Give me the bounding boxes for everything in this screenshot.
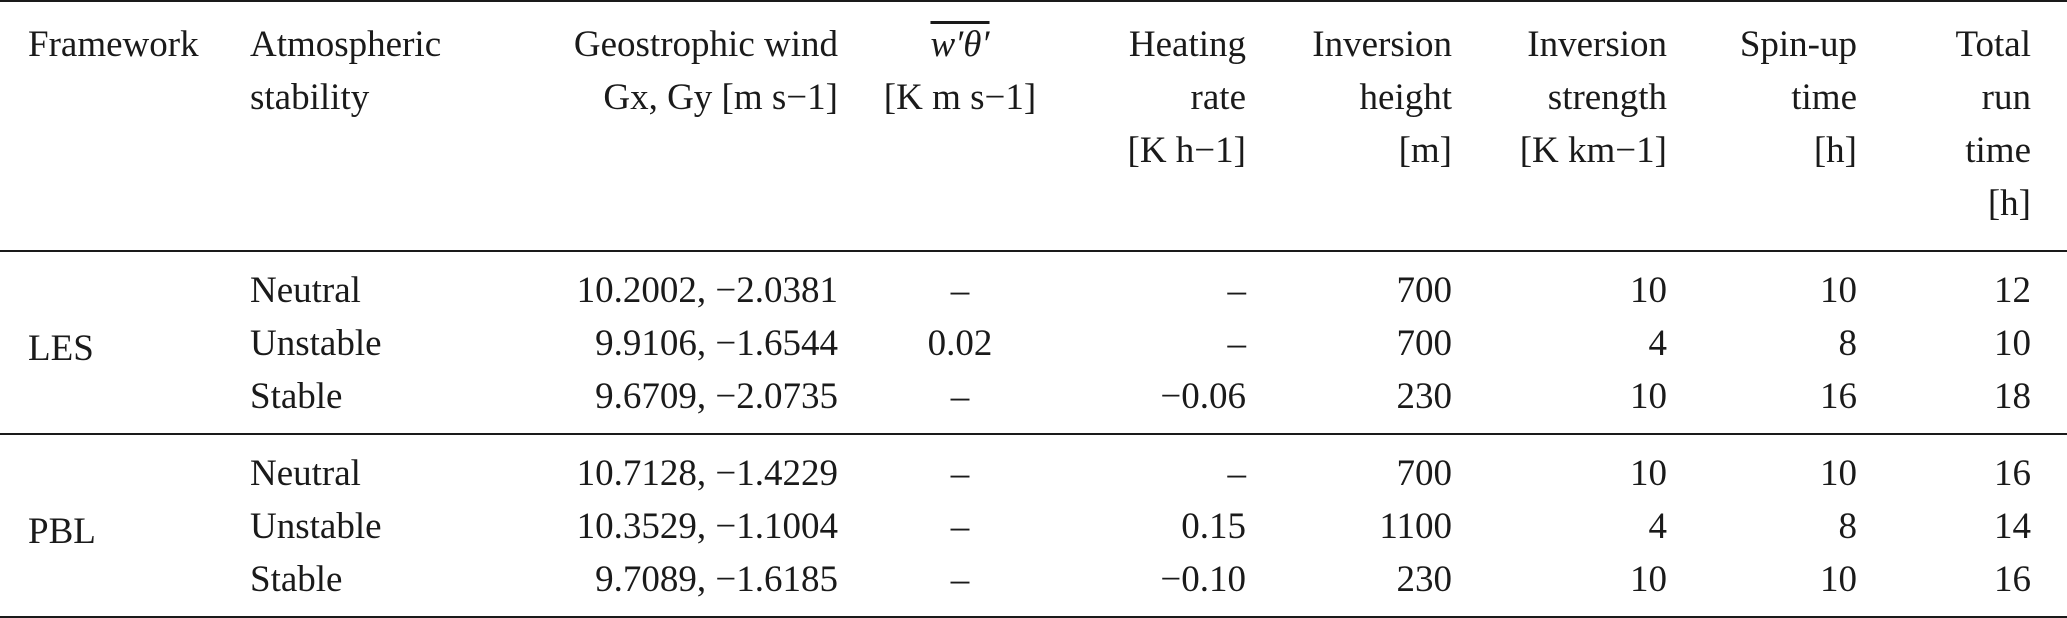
geostrophic-wind-cell: 10.7128, −1.4229: [576, 453, 838, 494]
header-inversion-height-line-3: [m]: [1398, 130, 1452, 171]
inversion-height-cell: 700: [1396, 453, 1453, 494]
geostrophic-wind-cell: 9.7089, −1.6185: [595, 559, 838, 600]
table-header: Framework Atmospheric stability Geostrop…: [0, 1, 2067, 251]
header-spinup-time-line-2: time: [1791, 77, 1857, 118]
header-inversion-height-line-1: Inversion: [1312, 24, 1452, 65]
header-total-run-time-line-1: Total: [1955, 24, 2032, 65]
total-run-time-cell: 16: [1994, 453, 2031, 494]
total-run-time-cell: 16: [1994, 559, 2031, 600]
framework-cell: LES: [28, 328, 94, 369]
header-total-run-time-line-4: [h]: [1987, 183, 2031, 224]
table-row: LES Neutral 10.2002, −2.0381 – – 700 10 …: [0, 251, 2067, 369]
header-framework: Framework: [0, 1, 250, 251]
header-heating-rate-line-2: rate: [1190, 77, 1246, 118]
total-run-time-cell: 10: [1994, 323, 2031, 364]
header-heat-flux-line-2: [K m s−1]: [883, 77, 1037, 118]
heating-rate-cell: –: [1227, 270, 1247, 311]
heat-flux-cell: –: [950, 453, 970, 494]
heat-flux-cell: –: [950, 506, 970, 547]
header-heat-flux-line-1: w′θ′: [930, 24, 990, 65]
group-pbl: PBL Neutral 10.7128, −1.4229 – – 700 10 …: [0, 434, 2067, 617]
spinup-time-cell: 8: [1838, 506, 1858, 547]
header-stability: Atmospheric stability: [250, 1, 490, 251]
heat-flux-cell: 0.02: [927, 323, 993, 364]
header-inversion-height-line-2: height: [1359, 77, 1452, 118]
heat-flux-cell: –: [950, 559, 970, 600]
header-spinup-time-line-1: Spin-up: [1739, 24, 1857, 65]
total-run-time-cell: 18: [1994, 376, 2031, 417]
geostrophic-wind-cell: 10.3529, −1.1004: [576, 506, 838, 547]
inversion-height-cell: 700: [1396, 323, 1453, 364]
framework-cell: PBL: [28, 511, 96, 552]
header-inversion-height: Inversion height [m]: [1270, 1, 1480, 251]
inversion-height-cell: 230: [1396, 559, 1453, 600]
header-inversion-strength: Inversion strength [K km−1]: [1480, 1, 1695, 251]
inversion-strength-cell: 10: [1630, 270, 1667, 311]
stability-cell: Unstable: [250, 323, 382, 364]
header-geostrophic-wind-line-2: Gx, Gy [m s−1]: [603, 77, 838, 118]
table-row: Unstable 9.9106, −1.6544 0.02 – 700 4 8 …: [0, 317, 2067, 370]
spinup-time-cell: 10: [1820, 559, 1857, 600]
header-total-run-time-line-3: time: [1965, 130, 2031, 171]
inversion-strength-cell: 10: [1630, 559, 1667, 600]
table-row: Unstable 10.3529, −1.1004 – 0.15 1100 4 …: [0, 500, 2067, 553]
header-heating-rate: Heating rate [K h−1]: [1060, 1, 1270, 251]
spinup-time-cell: 10: [1820, 270, 1857, 311]
heat-flux-cell: –: [950, 270, 970, 311]
heating-rate-cell: –: [1227, 453, 1247, 494]
table-row: Stable 9.6709, −2.0735 – −0.06 230 10 16…: [0, 370, 2067, 434]
header-heating-rate-line-3: [K h−1]: [1127, 130, 1246, 171]
inversion-strength-cell: 10: [1630, 376, 1667, 417]
table-row: PBL Neutral 10.7128, −1.4229 – – 700 10 …: [0, 434, 2067, 552]
inversion-strength-cell: 10: [1630, 453, 1667, 494]
heating-rate-cell: −0.06: [1160, 376, 1246, 417]
spinup-time-cell: 16: [1820, 376, 1857, 417]
stability-cell: Unstable: [250, 506, 382, 547]
geostrophic-wind-cell: 9.9106, −1.6544: [595, 323, 838, 364]
spinup-time-cell: 8: [1838, 323, 1858, 364]
stability-cell: Stable: [250, 376, 343, 417]
geostrophic-wind-cell: 10.2002, −2.0381: [576, 270, 838, 311]
inversion-height-cell: 700: [1396, 270, 1453, 311]
heating-rate-cell: 0.15: [1181, 506, 1246, 547]
stability-cell: Neutral: [250, 453, 361, 494]
total-run-time-cell: 14: [1994, 506, 2031, 547]
stability-cell: Neutral: [250, 270, 361, 311]
heating-rate-cell: −0.10: [1160, 559, 1246, 600]
header-total-run-time-line-2: run: [1981, 77, 2031, 118]
header-heating-rate-line-1: Heating: [1128, 24, 1246, 65]
stability-cell: Stable: [250, 559, 343, 600]
header-inversion-strength-line-2: strength: [1547, 77, 1667, 118]
total-run-time-cell: 12: [1994, 270, 2031, 311]
heating-rate-cell: –: [1227, 323, 1247, 364]
header-framework-line-1: Framework: [28, 24, 199, 65]
header-spinup-time: Spin-up time [h]: [1695, 1, 1885, 251]
inversion-strength-cell: 4: [1648, 323, 1668, 364]
spinup-time-cell: 10: [1820, 453, 1857, 494]
header-stability-line-2: stability: [250, 77, 370, 118]
header-geostrophic-wind-line-1: Geostrophic wind: [573, 24, 838, 65]
inversion-height-cell: 230: [1396, 376, 1453, 417]
header-stability-line-1: Atmospheric: [250, 24, 442, 65]
inversion-height-cell: 1100: [1379, 506, 1452, 547]
geostrophic-wind-cell: 9.6709, −2.0735: [595, 376, 838, 417]
header-geostrophic-wind: Geostrophic wind Gx, Gy [m s−1]: [490, 1, 860, 251]
header-inversion-strength-line-1: Inversion: [1527, 24, 1667, 65]
header-heat-flux: w′θ′ [K m s−1]: [860, 1, 1060, 251]
header-spinup-time-line-3: [h]: [1813, 130, 1857, 171]
table-row: Stable 9.7089, −1.6185 – −0.10 230 10 10…: [0, 553, 2067, 617]
header-inversion-strength-line-3: [K km−1]: [1519, 130, 1667, 171]
group-les: LES Neutral 10.2002, −2.0381 – – 700 10 …: [0, 251, 2067, 434]
header-total-run-time: Total run time [h]: [1885, 1, 2067, 251]
header-row: Framework Atmospheric stability Geostrop…: [0, 1, 2067, 251]
inversion-strength-cell: 4: [1648, 506, 1668, 547]
heat-flux-cell: –: [950, 376, 970, 417]
